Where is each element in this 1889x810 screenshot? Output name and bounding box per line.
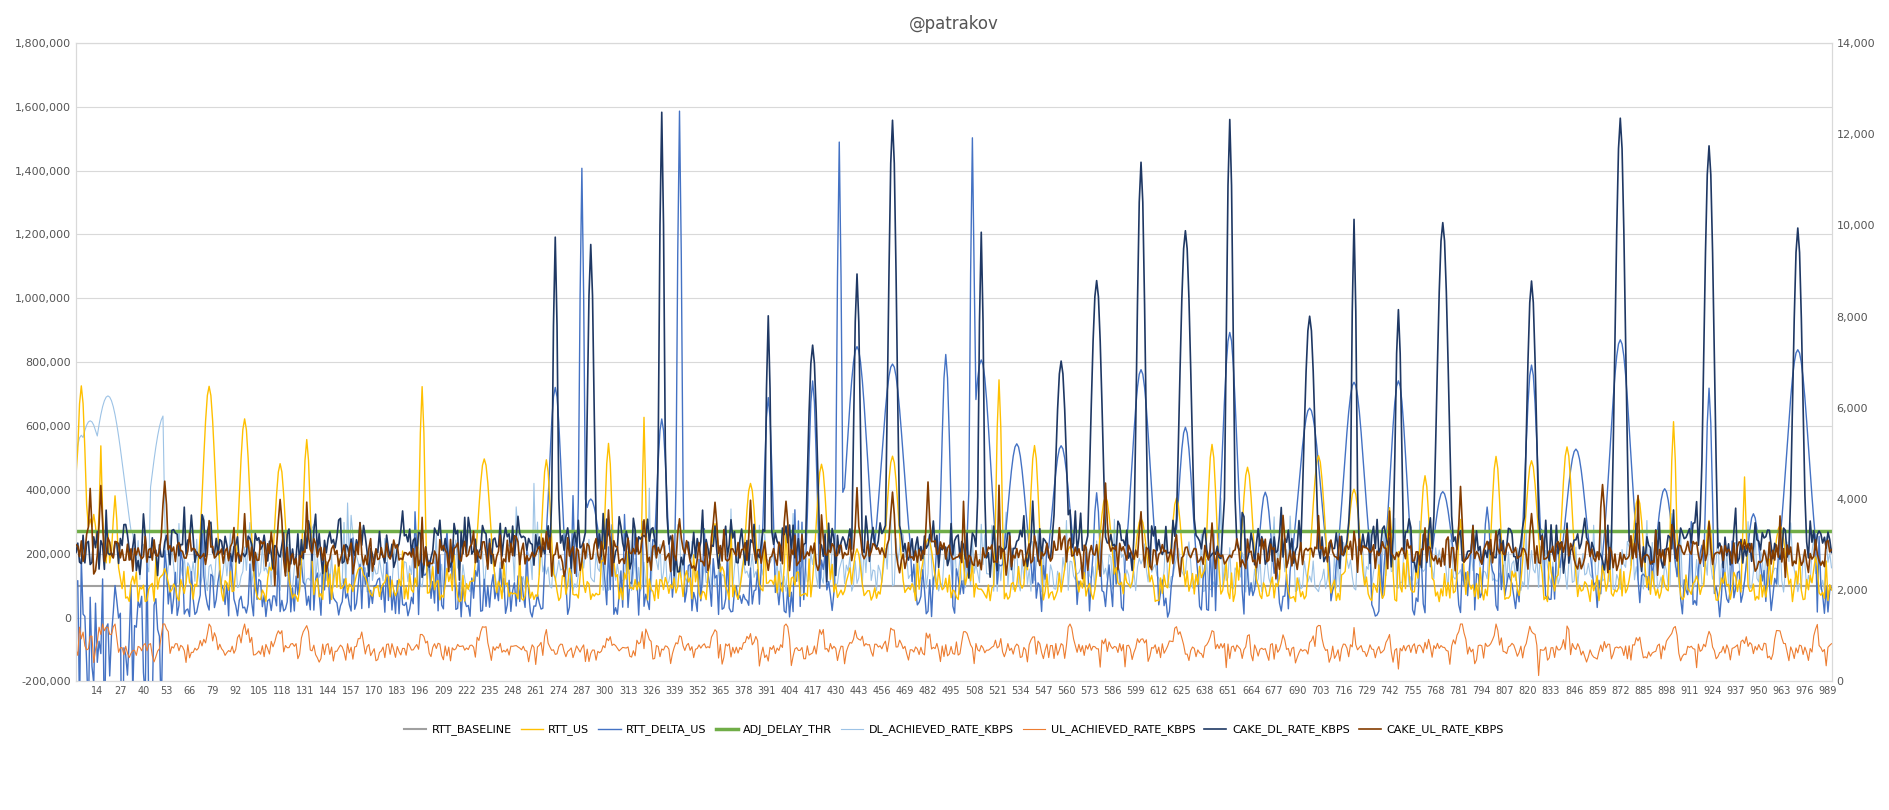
CAKE_UL_RATE_KBPS — [1388, 547, 1411, 556]
RTT_DELTA_US — [1819, 583, 1842, 593]
Line: RTT_DELTA_US: RTT_DELTA_US — [76, 111, 1830, 798]
UL_ACHIEVED_RATE_KBPS — [1819, 639, 1842, 649]
CAKE_UL_RATE_KBPS — [140, 544, 162, 553]
CAKE_DL_RATE_KBPS — [1388, 348, 1411, 358]
RTT_DELTA_US — [1388, 382, 1411, 391]
Line: CAKE_UL_RATE_KBPS: CAKE_UL_RATE_KBPS — [76, 481, 1830, 586]
DL_ACHIEVED_RATE_KBPS — [142, 468, 164, 478]
Line: CAKE_DL_RATE_KBPS: CAKE_DL_RATE_KBPS — [76, 113, 1830, 582]
ADJ_DELAY_THR — [140, 526, 162, 536]
CAKE_UL_RATE_KBPS — [980, 540, 1003, 550]
ADJ_DELAY_THR — [1502, 526, 1524, 536]
UL_ACHIEVED_RATE_KBPS — [1504, 646, 1526, 655]
RTT_BASELINE — [977, 581, 999, 590]
RTT_BASELINE — [1543, 581, 1566, 590]
RTT_US — [1545, 570, 1568, 580]
ADJ_DELAY_THR — [64, 526, 87, 536]
CAKE_DL_RATE_KBPS — [64, 548, 87, 557]
ADJ_DELAY_THR — [977, 526, 999, 536]
CAKE_UL_RATE_KBPS — [1545, 537, 1568, 547]
RTT_BASELINE — [140, 581, 162, 590]
RTT_DELTA_US — [1506, 585, 1528, 595]
RTT_DELTA_US — [111, 793, 134, 803]
UL_ACHIEVED_RATE_KBPS — [979, 644, 1001, 654]
CAKE_UL_RATE_KBPS — [1819, 545, 1842, 555]
DL_ACHIEVED_RATE_KBPS — [1545, 579, 1568, 589]
RTT_DELTA_US — [980, 480, 1003, 490]
UL_ACHIEVED_RATE_KBPS — [64, 645, 87, 654]
CAKE_UL_RATE_KBPS — [1506, 553, 1528, 563]
RTT_US — [64, 471, 87, 480]
UL_ACHIEVED_RATE_KBPS — [1526, 671, 1549, 680]
RTT_US — [548, 595, 570, 605]
CAKE_UL_RATE_KBPS — [64, 539, 87, 549]
RTT_DELTA_US — [142, 699, 164, 709]
UL_ACHIEVED_RATE_KBPS — [142, 650, 164, 660]
ADJ_DELAY_THR — [1385, 526, 1407, 536]
RTT_BASELINE — [1385, 581, 1407, 590]
ADJ_DELAY_THR — [548, 526, 570, 536]
CAKE_DL_RATE_KBPS — [1506, 566, 1528, 576]
DL_ACHIEVED_RATE_KBPS — [1819, 563, 1842, 573]
RTT_US — [1506, 584, 1528, 594]
Line: RTT_US: RTT_US — [76, 380, 1830, 602]
RTT_DELTA_US — [1545, 548, 1568, 558]
RTT_BASELINE — [64, 581, 87, 590]
CAKE_DL_RATE_KBPS — [140, 552, 162, 562]
CAKE_DL_RATE_KBPS — [814, 577, 837, 586]
Line: DL_ACHIEVED_RATE_KBPS: DL_ACHIEVED_RATE_KBPS — [76, 396, 1830, 592]
DL_ACHIEVED_RATE_KBPS — [1506, 544, 1528, 553]
RTT_US — [977, 580, 999, 590]
ADJ_DELAY_THR — [1819, 526, 1842, 536]
DL_ACHIEVED_RATE_KBPS — [64, 452, 87, 462]
RTT_BASELINE — [1819, 581, 1842, 590]
Line: UL_ACHIEVED_RATE_KBPS: UL_ACHIEVED_RATE_KBPS — [76, 624, 1830, 676]
DL_ACHIEVED_RATE_KBPS — [550, 565, 572, 575]
CAKE_DL_RATE_KBPS — [650, 108, 672, 117]
RTT_US — [140, 581, 162, 590]
UL_ACHIEVED_RATE_KBPS — [91, 619, 113, 629]
DL_ACHIEVED_RATE_KBPS — [96, 391, 119, 401]
RTT_DELTA_US — [669, 106, 691, 116]
RTT_US — [1819, 585, 1842, 595]
RTT_DELTA_US — [550, 454, 572, 464]
CAKE_DL_RATE_KBPS — [1545, 549, 1568, 559]
Title: @patrakov: @patrakov — [909, 15, 997, 33]
RTT_DELTA_US — [64, 582, 87, 591]
CAKE_UL_RATE_KBPS — [263, 581, 285, 590]
CAKE_UL_RATE_KBPS — [153, 476, 176, 486]
UL_ACHIEVED_RATE_KBPS — [1387, 664, 1409, 674]
ADJ_DELAY_THR — [1543, 526, 1566, 536]
CAKE_DL_RATE_KBPS — [980, 548, 1003, 558]
DL_ACHIEVED_RATE_KBPS — [980, 520, 1003, 530]
RTT_US — [988, 375, 1011, 385]
CAKE_UL_RATE_KBPS — [552, 557, 574, 567]
RTT_BASELINE — [548, 581, 570, 590]
Legend: RTT_BASELINE, RTT_US, RTT_DELTA_US, ADJ_DELAY_THR, DL_ACHIEVED_RATE_KBPS, UL_ACH: RTT_BASELINE, RTT_US, RTT_DELTA_US, ADJ_… — [399, 720, 1507, 740]
DL_ACHIEVED_RATE_KBPS — [1388, 578, 1411, 587]
CAKE_DL_RATE_KBPS — [548, 494, 570, 504]
UL_ACHIEVED_RATE_KBPS — [550, 639, 572, 649]
RTT_US — [1388, 582, 1411, 591]
CAKE_DL_RATE_KBPS — [1819, 548, 1842, 557]
RTT_BASELINE — [1502, 581, 1524, 590]
RTT_US — [1283, 597, 1305, 607]
DL_ACHIEVED_RATE_KBPS — [901, 587, 924, 597]
UL_ACHIEVED_RATE_KBPS — [1545, 645, 1568, 654]
